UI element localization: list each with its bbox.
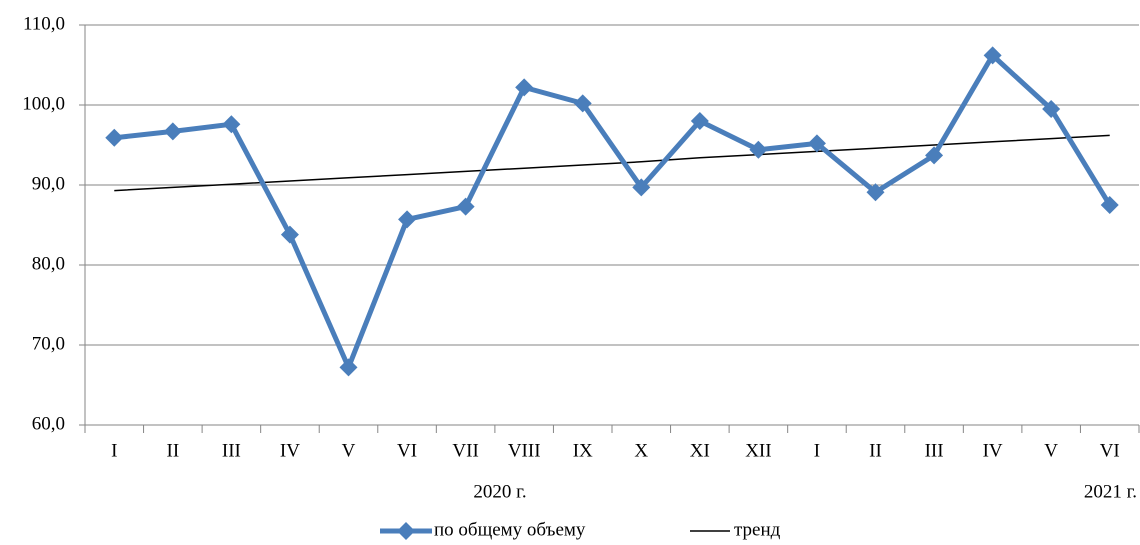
x-tick-label: II bbox=[167, 440, 180, 461]
year-label: 2021 г. bbox=[1084, 481, 1137, 502]
x-tick-label: II bbox=[869, 440, 882, 461]
legend-label: тренд bbox=[734, 519, 781, 540]
marker bbox=[573, 94, 592, 113]
marker bbox=[1042, 100, 1061, 118]
marker bbox=[515, 78, 534, 97]
x-tick-label: XII bbox=[745, 440, 771, 461]
x-tick-label: IV bbox=[280, 440, 300, 461]
marker bbox=[690, 112, 709, 130]
x-tick-label: VI bbox=[397, 440, 417, 461]
x-tick-label: I bbox=[111, 440, 117, 461]
legend-marker bbox=[397, 522, 415, 540]
marker bbox=[339, 358, 358, 377]
marker bbox=[456, 197, 475, 216]
y-tick-label: 110,0 bbox=[23, 13, 65, 34]
data-line bbox=[114, 134, 1110, 192]
y-tick-label: 90,0 bbox=[32, 173, 65, 194]
data-line bbox=[114, 52, 1112, 370]
x-tick-label: VI bbox=[1100, 440, 1120, 461]
marker bbox=[222, 115, 241, 134]
marker bbox=[632, 178, 651, 197]
marker bbox=[105, 128, 124, 147]
x-tick-label: I bbox=[814, 440, 820, 461]
marker bbox=[163, 122, 182, 141]
marker bbox=[1100, 196, 1119, 214]
y-tick-label: 60,0 bbox=[32, 413, 65, 434]
marker bbox=[925, 146, 944, 165]
y-tick-label: 100,0 bbox=[22, 93, 65, 114]
marker bbox=[280, 225, 299, 244]
legend-label: по общему объему bbox=[434, 519, 586, 540]
marker bbox=[807, 134, 826, 153]
x-tick-label: VII bbox=[452, 440, 478, 461]
marker bbox=[866, 183, 885, 202]
x-tick-label: V bbox=[342, 440, 356, 461]
x-tick-label: III bbox=[925, 440, 944, 461]
x-tick-label: X bbox=[634, 440, 648, 461]
x-tick-label: III bbox=[222, 440, 241, 461]
y-tick-label: 80,0 bbox=[32, 253, 65, 274]
y-tick-label: 70,0 bbox=[32, 333, 65, 354]
x-tick-label: IV bbox=[983, 440, 1003, 461]
marker bbox=[398, 210, 417, 229]
marker bbox=[749, 140, 768, 159]
x-tick-label: XI bbox=[690, 440, 710, 461]
year-label: 2020 г. bbox=[473, 481, 526, 502]
x-tick-label: V bbox=[1044, 440, 1058, 461]
x-tick-label: IX bbox=[573, 440, 593, 461]
x-tick-label: VIII bbox=[508, 440, 541, 461]
marker bbox=[983, 46, 1002, 65]
